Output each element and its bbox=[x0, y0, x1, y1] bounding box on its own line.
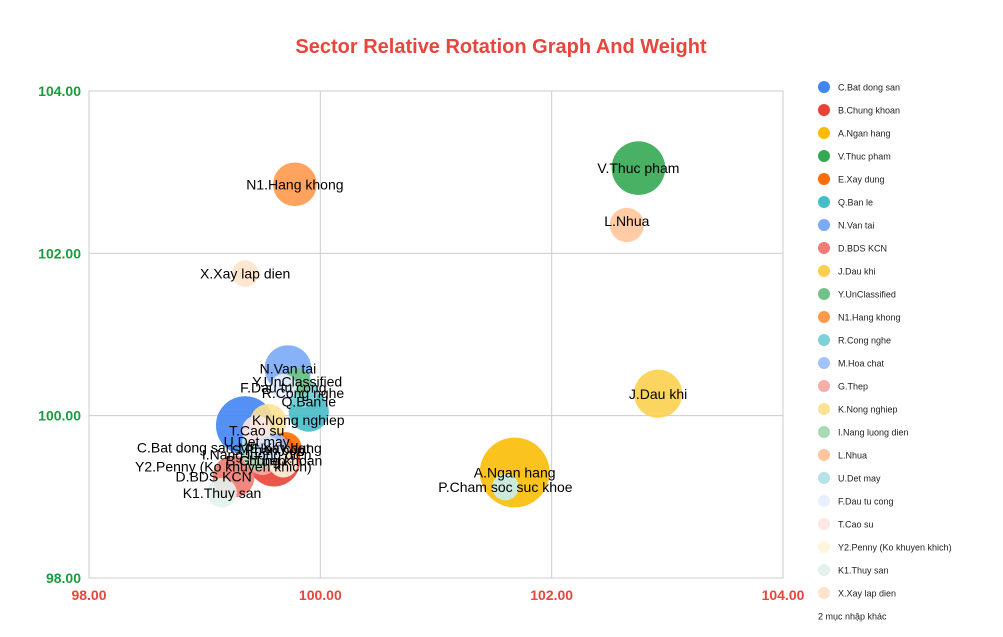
legend-label: A.Ngan hang bbox=[838, 129, 891, 139]
legend-swatch bbox=[818, 288, 830, 300]
bubble-point bbox=[611, 141, 666, 195]
data-label: J.Dau khi bbox=[629, 386, 687, 402]
x-axis: 98.00 100.00 102.00 104.00 bbox=[71, 587, 804, 603]
legend-swatch bbox=[818, 495, 830, 507]
legend-label: L.Nhua bbox=[838, 451, 867, 461]
legend-label: V.Thuc pham bbox=[838, 152, 891, 162]
legend-swatch bbox=[818, 449, 830, 461]
data-label: N1.Hang khong bbox=[246, 176, 343, 192]
bubble-point bbox=[633, 369, 683, 418]
legend-swatch bbox=[818, 564, 830, 576]
data-label: U.Det may bbox=[224, 434, 290, 450]
legend-swatch bbox=[818, 127, 830, 139]
legend-swatch bbox=[818, 334, 830, 346]
legend-swatch bbox=[818, 150, 830, 162]
legend-swatch bbox=[818, 81, 830, 93]
data-label: G.Thep bbox=[239, 452, 286, 468]
legend-label: C.Bat dong san bbox=[838, 83, 900, 93]
legend-other-entries[interactable]: 2 mục nhập khác bbox=[818, 612, 887, 622]
data-label: K1.Thuy san bbox=[183, 485, 262, 501]
x-tick-label: 100.00 bbox=[299, 587, 342, 603]
x-tick-label: 102.00 bbox=[530, 587, 573, 603]
legend-label: F.Dau tu cong bbox=[838, 497, 894, 507]
legend-label: D.BDS KCN bbox=[838, 244, 887, 254]
legend-label: R.Cong nghe bbox=[838, 336, 891, 346]
legend-label: Q.Ban le bbox=[838, 198, 873, 208]
legend-label: X.Xay lap dien bbox=[838, 589, 896, 599]
legend-swatch bbox=[818, 311, 830, 323]
bubble-point bbox=[207, 478, 237, 508]
chart-title: Sector Relative Rotation Graph And Weigh… bbox=[295, 36, 706, 58]
data-label: D.BDS KCN bbox=[175, 469, 251, 485]
legend-label: N.Van tai bbox=[838, 221, 874, 231]
data-label: V.Thuc pham bbox=[597, 160, 679, 176]
y-tick-label: 100.00 bbox=[38, 408, 81, 424]
data-label: Y.UnClassified bbox=[252, 374, 342, 390]
data-label: N.Van tai bbox=[260, 361, 317, 377]
legend-swatch bbox=[818, 403, 830, 415]
legend-swatch bbox=[818, 173, 830, 185]
legend-swatch bbox=[818, 242, 830, 254]
data-label: P.Cham soc suc khoe bbox=[438, 479, 573, 495]
legend-label: K.Nong nghiep bbox=[838, 405, 898, 415]
data-label: X.Xay lap dien bbox=[200, 266, 290, 282]
legend-swatch bbox=[818, 219, 830, 231]
data-label: A.Ngan hang bbox=[474, 464, 556, 480]
legend-swatch bbox=[818, 541, 830, 553]
legend-label: Y.UnClassified bbox=[838, 290, 896, 300]
legend-swatch bbox=[818, 426, 830, 438]
data-label: B.Chung khoan bbox=[226, 452, 323, 468]
legend-swatch bbox=[818, 380, 830, 392]
data-label: F.Dau tu cong bbox=[240, 379, 326, 395]
legend-label: U.Det may bbox=[838, 474, 881, 484]
legend-swatch bbox=[818, 357, 830, 369]
data-label: I.Nang luong dien bbox=[202, 447, 312, 463]
legend-label: G.Thep bbox=[838, 382, 868, 392]
bubble-point bbox=[270, 373, 297, 401]
data-label: E.Xay dung bbox=[249, 440, 321, 456]
y-tick-label: 98.00 bbox=[46, 570, 81, 586]
data-label: K.Nong nghiep bbox=[252, 412, 345, 428]
data-label: C.Bat dong san bbox=[137, 439, 234, 455]
legend-label: M.Hoa chat bbox=[838, 359, 885, 369]
legend-swatch bbox=[818, 587, 830, 599]
legend-label: B.Chung khoan bbox=[838, 106, 900, 116]
data-label: T.Cao su bbox=[229, 422, 284, 438]
bubble-point bbox=[492, 473, 519, 501]
legend-label: N1.Hang khong bbox=[838, 313, 901, 323]
legend-label: E.Xay dung bbox=[838, 175, 885, 185]
legend-swatch bbox=[818, 196, 830, 208]
legend-label: J.Dau khi bbox=[838, 267, 876, 277]
data-label: L.Nhua bbox=[604, 213, 649, 229]
data-label: S.Phan bon bbox=[232, 442, 305, 458]
legend-swatch bbox=[818, 265, 830, 277]
bubble-point bbox=[231, 260, 259, 287]
legend-swatch bbox=[818, 518, 830, 530]
y-axis: 98.00 100.00 102.00 104.00 bbox=[38, 83, 81, 586]
legend-label: T.Cao su bbox=[838, 520, 874, 530]
data-label: R.Cong nghe bbox=[262, 385, 345, 401]
bubble-point bbox=[609, 207, 645, 243]
data-label: Y2.Penny (Ko khuyen khich) bbox=[135, 459, 312, 475]
y-tick-label: 102.00 bbox=[38, 245, 81, 261]
legend-swatch bbox=[818, 472, 830, 484]
plot-border bbox=[88, 90, 784, 579]
data-label: Q.Ban le bbox=[282, 394, 337, 410]
legend-swatch bbox=[818, 104, 830, 116]
bubble-layer bbox=[207, 141, 683, 508]
legend-label: K1.Thuy san bbox=[838, 566, 889, 576]
bubble-point bbox=[254, 436, 282, 464]
legend-label: Y2.Penny (Ko khuyen khich) bbox=[838, 543, 952, 553]
y-tick-label: 104.00 bbox=[38, 83, 81, 99]
legend: C.Bat dong san B.Chung khoan A.Ngan hang V.… bbox=[818, 81, 952, 622]
bubble-point bbox=[273, 162, 317, 207]
data-label: M.Hoa chat bbox=[238, 440, 310, 456]
legend-label: I.Nang luong dien bbox=[838, 428, 909, 438]
x-tick-label: 98.00 bbox=[71, 587, 106, 603]
x-tick-label: 104.00 bbox=[762, 587, 805, 603]
